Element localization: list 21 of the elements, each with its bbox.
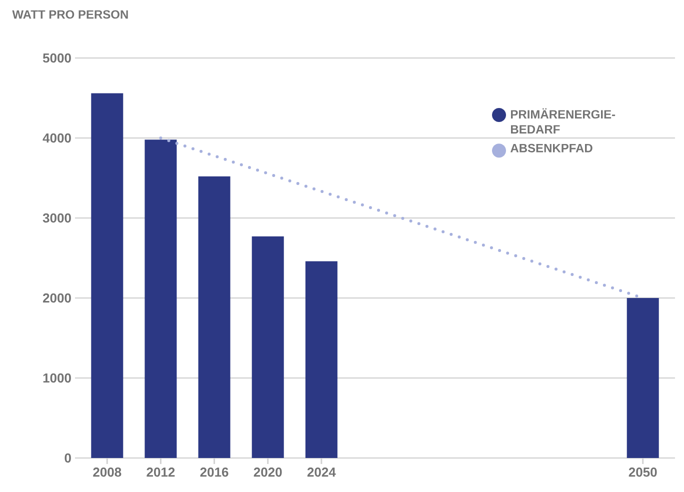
y-tick-label: 1000 — [43, 373, 71, 383]
x-tick-label: 2050 — [628, 468, 657, 477]
x-tick-label: 2020 — [254, 468, 282, 477]
x-tick-label: 2012 — [146, 468, 175, 477]
bar — [144, 140, 177, 458]
y-tick-label: 4000 — [42, 133, 71, 143]
legend-label: PRIMÄRENERGIE-BEDARF — [511, 108, 616, 134]
bar — [252, 236, 284, 458]
x-tick-label: 2008 — [93, 468, 122, 477]
chart-title: WATT PRO PERSON — [12, 10, 128, 19]
bar — [626, 298, 659, 458]
y-tick-label: 5000 — [42, 53, 71, 63]
x-tick-label: 2016 — [200, 468, 228, 477]
legend-label: ABSENKPFAD — [510, 144, 592, 152]
y-tick-label: 2000 — [43, 293, 71, 303]
bar — [305, 261, 338, 458]
x-tick-label: 2024 — [307, 468, 336, 477]
y-tick-label: 0 — [64, 453, 71, 463]
bar — [198, 176, 230, 458]
bar — [91, 93, 124, 458]
y-tick-label: 3000 — [42, 213, 71, 223]
